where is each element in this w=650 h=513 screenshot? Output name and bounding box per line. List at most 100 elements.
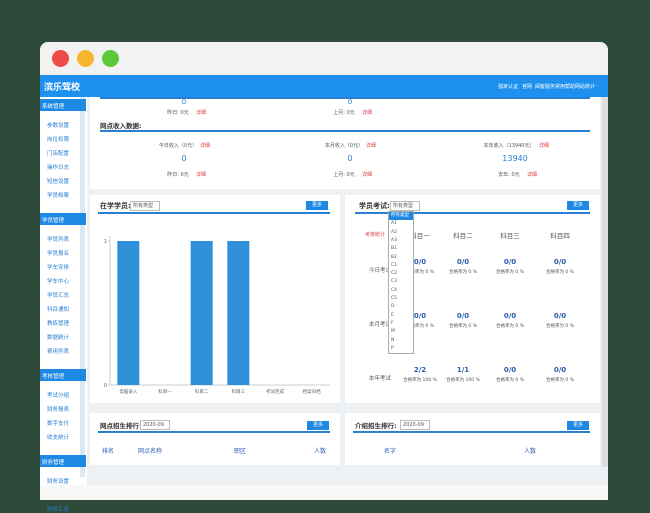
more-button[interactable]: 更多 xyxy=(567,421,589,430)
nav-link[interactable]: 独家认证 xyxy=(498,84,519,90)
close-button[interactable] xyxy=(52,50,69,67)
exam-rate: 合格率为 0 % xyxy=(496,270,524,275)
sidebar-item[interactable]: 学员档案 xyxy=(47,193,70,199)
detail-link[interactable]: 详细 xyxy=(200,143,211,149)
exam-rate: 合格率为 0 % xyxy=(496,378,524,383)
detail-link[interactable]: 详细 xyxy=(366,143,377,149)
sidebar-item[interactable]: 门店配置 xyxy=(47,151,70,157)
sidebar-item[interactable]: 参数设置 xyxy=(47,123,70,129)
dropdown-option[interactable]: C2 xyxy=(391,271,398,277)
detail-link[interactable]: 详细 xyxy=(527,172,538,178)
dropdown-option[interactable]: A3 xyxy=(391,237,397,243)
type-select[interactable]: 所有类型 xyxy=(390,201,420,211)
exam-rate: 合格率为 0 % xyxy=(546,378,574,383)
sidebar-item[interactable]: 学员报名 xyxy=(47,251,70,257)
nav-link[interactable]: 阀客服务 xyxy=(535,84,556,90)
sidebar-item[interactable]: 考试分组 xyxy=(47,393,70,399)
dropdown-option[interactable]: P xyxy=(391,345,394,351)
exam-rate: 合格率为 0 % xyxy=(449,324,477,329)
exam-rate: 合格率为 100 % xyxy=(403,378,437,383)
detail-link[interactable]: 详细 xyxy=(362,172,373,178)
dropdown-option[interactable]: F xyxy=(391,320,394,326)
sidebar-item[interactable]: 操作日志 xyxy=(47,165,70,171)
exam-rate: 合格率为 100 % xyxy=(446,378,480,383)
sidebar-item[interactable]: 学员汇总 xyxy=(47,293,70,299)
dropdown-option[interactable]: E xyxy=(391,312,394,318)
more-button[interactable]: 更多 xyxy=(306,201,328,210)
sidebar-item[interactable]: 收支统计 xyxy=(47,435,70,441)
column-header: 职区 xyxy=(233,448,246,455)
card-underline xyxy=(353,431,590,433)
sidebar-item[interactable]: 学车中心 xyxy=(47,279,70,285)
exam-score: 0/0 xyxy=(503,366,517,374)
nav-link[interactable]: 网站统计 xyxy=(575,84,596,90)
nav-link[interactable]: 常用帮助 xyxy=(555,84,576,90)
income-sub: 上月: 0元 xyxy=(333,110,355,116)
sidebar-section-title[interactable]: 系统管理 xyxy=(42,104,65,110)
detail-link[interactable]: 详细 xyxy=(362,110,373,116)
income-value: 13940 xyxy=(502,154,528,163)
sidebar-item[interactable]: 财务报表 xyxy=(47,407,70,413)
card xyxy=(345,195,600,403)
detail-link[interactable]: 详细 xyxy=(196,172,207,178)
minimize-button[interactable] xyxy=(77,50,94,67)
sidebar-item[interactable]: 教练管理 xyxy=(47,321,70,327)
window-footer xyxy=(40,485,608,500)
sidebar-section-title[interactable]: 财务管理 xyxy=(42,460,65,466)
card xyxy=(90,195,340,403)
card-underline xyxy=(98,431,330,433)
exam-score: 0/0 xyxy=(553,366,567,374)
dropdown-option[interactable]: B2 xyxy=(391,254,397,260)
sidebar-item[interactable]: 学员列表 xyxy=(47,237,70,243)
type-select[interactable]: 所有类型 xyxy=(130,201,160,211)
dropdown-option[interactable]: D xyxy=(391,304,395,310)
exam-label: 考核统计 xyxy=(365,232,386,238)
exam-score: 0/0 xyxy=(413,312,427,320)
sidebar-item[interactable]: 科目通知 xyxy=(47,307,70,313)
sidebar-item[interactable]: 短信设置 xyxy=(47,179,70,185)
maximize-button[interactable] xyxy=(102,50,119,67)
dropdown-option[interactable]: C5 xyxy=(391,296,398,301)
sidebar-item[interactable]: 财务汇总 xyxy=(47,507,70,513)
dropdown-option[interactable]: C3 xyxy=(391,279,398,285)
dropdown-option[interactable]: N xyxy=(391,337,395,343)
income-label: 本月收入（0元） xyxy=(324,143,364,149)
exam-rate: 合格率为 0 % xyxy=(496,324,524,329)
month-select[interactable]: 2020-09 xyxy=(140,420,170,430)
income-sub: 去年: 0元 xyxy=(498,172,520,178)
sidebar-item[interactable]: 财务设置 xyxy=(47,479,70,485)
sidebar-item[interactable]: 数据统计 xyxy=(47,335,70,341)
dropdown-option[interactable]: A1 xyxy=(391,221,397,227)
dropdown-list: 所有类型 A1 A2 A3 B1 B2 C1 C2 C3 C4 C5 D E F M N P xyxy=(388,211,414,354)
dropdown-option[interactable]: 所有类型 xyxy=(389,212,413,220)
card-title: 在学学员: xyxy=(100,202,131,210)
dropdown-option[interactable]: C1 xyxy=(391,262,398,268)
dropdown-option[interactable]: C4 xyxy=(391,287,398,293)
income-sub: 昨日: 0元 xyxy=(167,110,189,116)
section-title: 网点收入数据: xyxy=(100,122,142,130)
exam-rate: 合格率为 0 % xyxy=(449,270,477,275)
sidebar-item[interactable]: 费用列表 xyxy=(47,349,70,355)
detail-link[interactable]: 详细 xyxy=(196,110,207,116)
sidebar-section xyxy=(40,213,86,225)
subject-header: 科目三 xyxy=(500,232,520,240)
sidebar-section xyxy=(40,99,86,111)
sidebar xyxy=(40,97,87,500)
column-header: 排名 xyxy=(101,448,114,455)
more-button[interactable]: 更多 xyxy=(567,201,589,210)
dropdown-option[interactable]: M xyxy=(391,329,395,335)
detail-link[interactable]: 详细 xyxy=(539,143,550,149)
sidebar-section-title[interactable]: 学员管理 xyxy=(42,218,65,224)
dropdown-option[interactable]: A2 xyxy=(391,229,397,235)
exam-score: 0/0 xyxy=(503,312,517,320)
more-button[interactable]: 更多 xyxy=(307,421,329,430)
sidebar-section-title[interactable]: 考核管理 xyxy=(42,374,65,380)
nav-link[interactable]: 官网 xyxy=(522,84,533,90)
main-scrollbar xyxy=(602,97,608,467)
sidebar-item[interactable]: 岗位权限 xyxy=(47,137,70,143)
dropdown-option[interactable]: B1 xyxy=(391,246,397,252)
month-select[interactable]: 2020-09 xyxy=(400,420,430,430)
sidebar-item[interactable]: 学车安排 xyxy=(47,265,70,271)
exam-rate: 合格率为 0 % xyxy=(546,270,574,275)
sidebar-item[interactable]: 数字支付 xyxy=(47,421,70,427)
